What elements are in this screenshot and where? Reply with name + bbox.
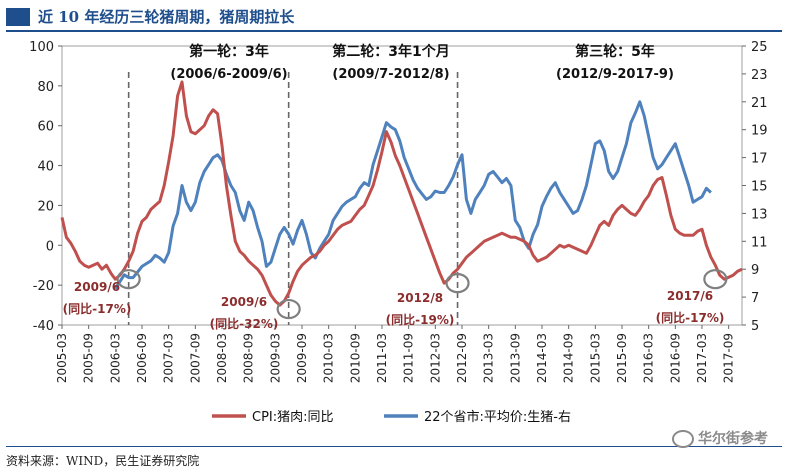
trough-date-label: 2009/6 [221, 295, 267, 309]
right-tick-label: 7 [751, 291, 759, 306]
cycle-range: (2012/9-2017-9) [556, 67, 674, 82]
x-tick-label: 2014-03 [535, 333, 549, 383]
x-tick-label: 2009-03 [268, 333, 282, 383]
right-tick-label: 17 [751, 152, 768, 167]
right-tick-label: 15 [751, 180, 768, 195]
cycle-range: (2006/6-2009/6) [170, 67, 287, 82]
watermark: 华尔街参考 [672, 428, 768, 448]
cycle-label: 第三轮：5年 [575, 43, 655, 60]
trough-note-label: (同比-19%) [386, 312, 455, 327]
x-tick-label: 2016-03 [642, 333, 656, 383]
cycle-range: (2009/7-2012/8) [332, 67, 449, 82]
chart-title: 近 10 年经历三轮猪周期，猪周期拉长 [38, 8, 295, 26]
x-tick-label: 2017-03 [695, 333, 709, 383]
wechat-icon [672, 430, 694, 448]
right-tick-label: 23 [751, 68, 768, 83]
trough-date-label: 2009/6 [74, 280, 120, 294]
x-tick-label: 2015-09 [615, 333, 629, 383]
legend-label-price: 22个省市:平均价:生猪-右 [424, 409, 571, 425]
title-marker [6, 8, 30, 26]
left-tick-label: 20 [37, 199, 54, 214]
x-tick-label: 2005-09 [82, 333, 96, 383]
trough-note-label: (同比-17%) [656, 310, 725, 325]
x-tick-label: 2006-09 [135, 333, 149, 383]
right-tick-label: 5 [751, 319, 759, 334]
x-tick-label: 2013-09 [508, 333, 522, 383]
series-line-cpi-pork [60, 80, 743, 307]
x-tick-label: 2006-03 [108, 333, 122, 383]
trough-circle [445, 273, 470, 294]
x-tick-label: 2005-03 [55, 333, 69, 383]
left-tick-label: 100 [29, 40, 54, 55]
trough-note-label: (同比-17%) [63, 301, 132, 316]
watermark-text: 华尔街参考 [698, 431, 768, 447]
x-tick-label: 2015-03 [588, 333, 602, 383]
source-note: 资料来源：WIND，民生证券研究院 [6, 454, 200, 468]
right-tick-label: 11 [751, 235, 768, 250]
x-tick-label: 2007-09 [188, 333, 202, 383]
x-tick-label: 2017-09 [722, 333, 736, 383]
right-tick-label: 13 [751, 207, 768, 222]
right-tick-label: 9 [751, 263, 759, 278]
x-tick-label: 2008-09 [242, 333, 256, 383]
x-tick-label: 2013-03 [482, 333, 496, 383]
trough-date-label: 2017/6 [667, 289, 713, 303]
cycle-label: 第一轮：3年 [189, 43, 269, 60]
x-tick-label: 2008-03 [215, 333, 229, 383]
x-tick-label: 2007-03 [162, 333, 176, 383]
cycle-label: 第二轮：3年1个月 [332, 43, 449, 60]
title-rule [6, 30, 782, 32]
trough-circle [703, 269, 728, 290]
x-tick-label: 2011-09 [402, 333, 416, 383]
left-tick-label: -20 [33, 279, 54, 294]
trough-circle [276, 298, 301, 320]
right-tick-label: 21 [751, 96, 768, 111]
x-tick-label: 2012-09 [455, 333, 469, 383]
series-line-pig-price [114, 100, 712, 290]
x-tick-label: 2010-03 [322, 333, 336, 383]
legend-label-cpi: CPI:猪肉:同比 [252, 410, 334, 425]
right-tick-label: 25 [751, 40, 768, 55]
x-tick-label: 2011-03 [375, 333, 389, 383]
x-tick-label: 2016-09 [668, 333, 682, 383]
trough-date-label: 2012/8 [397, 291, 443, 305]
left-tick-label: 40 [37, 160, 54, 175]
source-rule [6, 446, 782, 447]
x-tick-label: 2010-09 [348, 333, 362, 383]
left-tick-label: 80 [37, 80, 54, 95]
trough-note-label: (同比-32%) [210, 316, 279, 331]
x-tick-label: 2012-03 [428, 333, 442, 383]
left-tick-label: 60 [37, 120, 54, 135]
trough-circle [116, 269, 141, 290]
x-tick-label: 2014-09 [562, 333, 576, 383]
x-tick-label: 2009-09 [295, 333, 309, 383]
right-tick-label: 19 [751, 124, 768, 139]
left-tick-label: -40 [33, 319, 54, 334]
left-tick-label: 0 [46, 239, 54, 254]
